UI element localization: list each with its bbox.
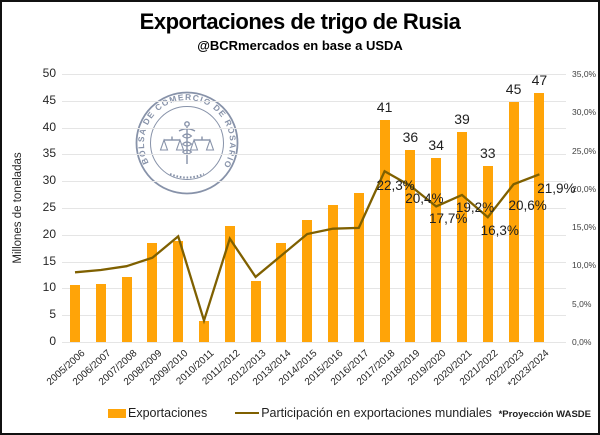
- bar-exportaciones: [173, 241, 184, 342]
- bar-exportaciones: [379, 120, 390, 342]
- left-axis-tick-label: 25: [42, 200, 56, 214]
- line-series-swatch: [235, 412, 260, 414]
- bar-value-label: 47: [531, 71, 548, 88]
- bar-value-label: 33: [480, 144, 496, 161]
- bar-exportaciones: [431, 157, 442, 342]
- line-value-label: 16,3%: [480, 223, 519, 239]
- wasde-footnote: *Proyección WASDE: [498, 409, 591, 420]
- grid-line: [62, 74, 566, 75]
- left-axis-tick-label: 30: [42, 173, 56, 188]
- bar-exportaciones: [508, 102, 519, 342]
- bar-value-label: 41: [376, 99, 393, 116]
- bar-exportaciones: [250, 281, 261, 342]
- right-axis-tick-label: 15,0%: [572, 222, 597, 233]
- line-value-label: 20,4%: [405, 190, 444, 206]
- left-axis-tick-label: 40: [42, 119, 56, 134]
- line-value-label: 22,3%: [376, 178, 415, 194]
- legend: Exportaciones Participación en exportaci…: [2, 406, 598, 420]
- grid-line: [62, 127, 566, 129]
- chart-subtitle: @BCRmercados en base a USDA: [197, 38, 403, 53]
- bar-exportaciones: [147, 243, 158, 342]
- bar-exportaciones: [276, 242, 287, 342]
- bar-exportaciones: [302, 219, 313, 342]
- right-axis-tick-label: 20,0%: [572, 183, 597, 194]
- left-axis-tick-label: 50: [42, 66, 56, 80]
- grid-line: [62, 208, 566, 209]
- legend-item-exportaciones: Exportaciones: [108, 406, 207, 420]
- bcr-logo-watermark: BOLSA DE COMERCIO DE ROSARIO: [135, 91, 239, 195]
- line-value-label: 19,2%: [455, 199, 495, 215]
- chart-title: Exportaciones de trigo de Rusia: [139, 9, 461, 34]
- participation-line: [74, 169, 540, 325]
- participation-polyline: [74, 169, 540, 325]
- bar-value-label: 45: [505, 81, 522, 98]
- bar-exportaciones: [353, 192, 364, 342]
- caduceus-and-scales-icon: [159, 121, 215, 179]
- left-axis-tick-label: 5: [49, 307, 56, 322]
- left-axis-tick-label: 10: [42, 280, 56, 295]
- bar-exportaciones: [482, 165, 493, 342]
- bar-exportaciones: [328, 205, 338, 342]
- grid-line: [62, 154, 566, 156]
- left-axis-tick-label: 35: [42, 146, 56, 161]
- left-axis-tick-label: 20: [42, 226, 56, 241]
- right-axis-tick-label: 25,0%: [572, 145, 597, 156]
- grid-line: [62, 315, 566, 317]
- bar-exportaciones: [534, 92, 545, 342]
- bar-exportaciones: [95, 284, 106, 342]
- right-axis-tick-label: 5,0%: [572, 298, 592, 309]
- bar-series-label: Exportaciones: [128, 406, 208, 420]
- line-series-label: Participación en exportaciones mundiales: [261, 406, 492, 420]
- bar-exportaciones: [405, 149, 416, 342]
- bar-exportaciones: [70, 285, 80, 342]
- grid-line: [62, 342, 566, 343]
- bar-series-swatch: [108, 408, 126, 418]
- right-axis-tick-label: 30,0%: [572, 107, 597, 118]
- left-axis-tick-label: 45: [42, 92, 56, 107]
- grid-line: [62, 100, 566, 102]
- grid-line: [62, 288, 566, 290]
- bar-value-label: 34: [428, 136, 444, 153]
- bar-exportaciones: [224, 226, 235, 342]
- left-axis-tick-label: 0: [49, 334, 56, 348]
- grid-line: [62, 181, 566, 183]
- bar-exportaciones: [121, 277, 132, 342]
- grid-line: [62, 234, 566, 236]
- bar-value-label: 39: [454, 111, 470, 128]
- bar-exportaciones: [457, 132, 467, 342]
- bar-value-label: 36: [402, 128, 419, 145]
- line-value-label: 21,9%: [537, 181, 576, 197]
- grid-line: [62, 261, 566, 263]
- right-axis-tick-label: 0,0%: [572, 337, 592, 347]
- right-axis-tick-label: 35,0%: [572, 69, 597, 79]
- left-axis-tick-label: 15: [42, 253, 56, 268]
- legend-item-participacion: Participación en exportaciones mundiales: [235, 406, 492, 420]
- right-axis-tick-label: 10,0%: [572, 260, 597, 271]
- line-value-label: 20,6%: [508, 198, 547, 214]
- bar-exportaciones: [199, 320, 209, 342]
- line-value-label: 17,7%: [429, 211, 468, 227]
